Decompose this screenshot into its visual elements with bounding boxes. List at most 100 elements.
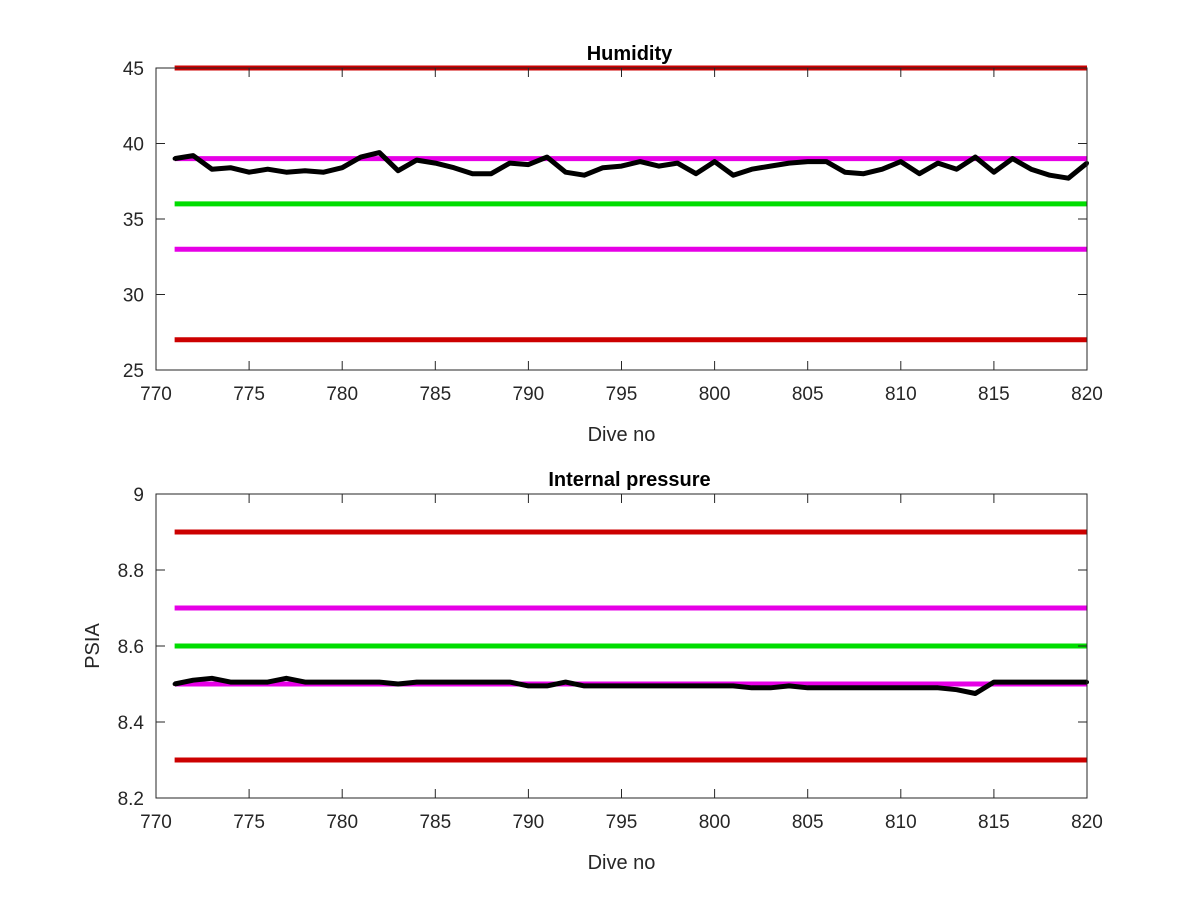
- x-tick-label: 800: [699, 812, 731, 833]
- data-point: [787, 161, 792, 166]
- data-point: [805, 159, 810, 164]
- data-point: [340, 165, 345, 170]
- data-point: [247, 680, 252, 685]
- data-point: [396, 168, 401, 173]
- data-point: [228, 165, 233, 170]
- data-point: [787, 683, 792, 688]
- data-point: [712, 683, 717, 688]
- data-point: [563, 170, 568, 175]
- data-point: [675, 161, 680, 166]
- chart-title: Internal pressure: [548, 469, 710, 491]
- data-point: [693, 683, 698, 688]
- data-point: [1010, 680, 1015, 685]
- data-point: [582, 683, 587, 688]
- data-point: [545, 155, 550, 160]
- data-point: [377, 680, 382, 685]
- data-point: [433, 680, 438, 685]
- data-point: [824, 685, 829, 690]
- data-point: [1066, 680, 1071, 685]
- data-point: [265, 680, 270, 685]
- data-point: [582, 173, 587, 178]
- data-point: [638, 159, 643, 164]
- data-series-line: [174, 675, 1087, 696]
- data-point: [321, 170, 326, 175]
- data-point: [824, 159, 829, 164]
- x-tick-label: 790: [513, 812, 545, 833]
- data-point: [284, 676, 289, 681]
- data-point: [973, 691, 978, 696]
- data-point: [861, 685, 866, 690]
- data-point: [842, 170, 847, 175]
- data-point: [936, 685, 941, 690]
- data-point: [1047, 173, 1052, 178]
- data-point: [749, 167, 754, 172]
- internal-pressure-panel: 770 775 780 785 790 795 800 805 810 815 820 8.2 8.4 8…: [82, 469, 1103, 874]
- data-point: [619, 683, 624, 688]
- data-point: [377, 150, 382, 155]
- data-point: [638, 683, 643, 688]
- data-point: [414, 680, 419, 685]
- data-point: [507, 161, 512, 166]
- data-point: [209, 676, 214, 681]
- x-tick-label: 795: [606, 812, 638, 833]
- y-tick-label: 45: [123, 59, 144, 80]
- x-tick-label: 775: [233, 384, 265, 405]
- data-point: [507, 680, 512, 685]
- data-point: [656, 164, 661, 169]
- y-axis-label: PSIA: [82, 623, 104, 669]
- data-point: [526, 683, 531, 688]
- data-series-line: [174, 150, 1089, 181]
- data-point: [675, 683, 680, 688]
- data-point: [600, 683, 605, 688]
- data-point: [1029, 167, 1034, 172]
- data-point: [470, 171, 475, 176]
- data-point: [917, 171, 922, 176]
- x-tick-label: 780: [326, 812, 358, 833]
- data-point: [414, 158, 419, 163]
- data-point: [191, 153, 196, 158]
- x-tick-label: 810: [885, 812, 917, 833]
- data-point: [973, 155, 978, 160]
- data-point: [898, 685, 903, 690]
- data-point: [526, 162, 531, 167]
- data-point: [712, 159, 717, 164]
- x-axis-label: Dive no: [588, 424, 656, 446]
- x-tick-label: 775: [233, 812, 265, 833]
- data-point: [731, 683, 736, 688]
- data-point: [768, 685, 773, 690]
- data-point: [917, 685, 922, 690]
- axes-box: [155, 67, 1088, 371]
- x-tick-label: 795: [606, 384, 638, 405]
- humidity-panel: 770 775 780 785 790 795 800 805 810 815 820 25 30 35 4…: [123, 43, 1103, 446]
- data-point: [563, 680, 568, 685]
- data-point: [396, 682, 401, 686]
- x-tick-label: 800: [699, 384, 731, 405]
- x-tick-label: 785: [419, 384, 451, 405]
- x-tick-label: 820: [1071, 384, 1103, 405]
- data-point: [321, 680, 326, 685]
- y-tick-label: 35: [123, 210, 144, 231]
- data-point: [880, 167, 885, 172]
- data-point: [489, 171, 494, 176]
- data-point: [489, 680, 494, 685]
- x-tick-label: 770: [140, 384, 172, 405]
- x-tick-label: 785: [419, 812, 451, 833]
- data-point: [451, 680, 456, 685]
- data-point: [302, 680, 307, 685]
- x-tick-label: 790: [513, 384, 545, 405]
- x-tick-label: 820: [1071, 812, 1103, 833]
- data-point: [1066, 176, 1071, 181]
- data-point: [842, 685, 847, 690]
- data-point: [340, 680, 345, 685]
- data-point: [768, 164, 773, 169]
- data-point: [991, 170, 996, 175]
- data-point: [693, 171, 698, 176]
- x-axis-label: Dive no: [588, 852, 656, 874]
- data-point: [656, 683, 661, 688]
- data-point: [954, 687, 959, 692]
- data-point: [433, 161, 438, 166]
- x-tick-label: 770: [140, 812, 172, 833]
- data-point: [191, 678, 196, 683]
- data-point: [358, 680, 363, 685]
